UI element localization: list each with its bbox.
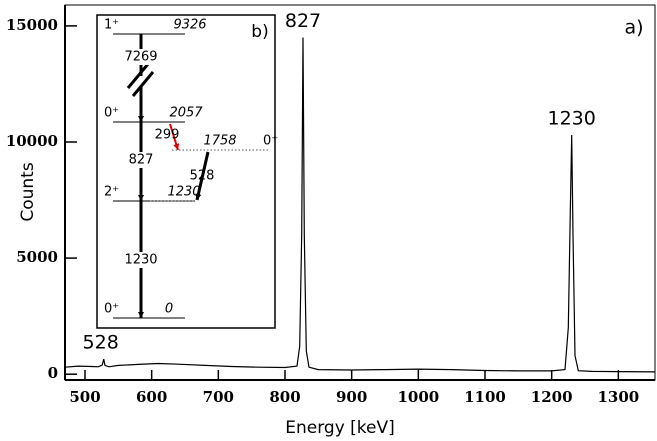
- x-axis-label: Energy [keV]: [285, 418, 395, 438]
- y-axis-label: Counts: [18, 162, 38, 221]
- transition-label: 1230: [124, 253, 157, 268]
- label-bg: [124, 152, 158, 168]
- x-tick-label: 900: [336, 388, 367, 406]
- y-tick-label: 10000: [6, 132, 58, 150]
- y-tick-label: 5000: [16, 248, 58, 266]
- transition-label: 7269: [124, 50, 157, 65]
- inset-frame: [96, 14, 276, 329]
- x-tick-label: 500: [69, 388, 100, 406]
- x-tick-label: 1200: [531, 388, 573, 406]
- spectrum-line: [64, 37, 656, 373]
- level-spin: 0⁺: [104, 302, 119, 317]
- level-spin: 2⁺: [104, 185, 119, 200]
- break-mark: [131, 71, 155, 97]
- level-energy: 1758: [203, 134, 236, 149]
- transition-arrow-head: [195, 193, 202, 200]
- transition-label: 299: [155, 128, 180, 143]
- panel-label: a): [624, 17, 643, 39]
- x-tick-label: 1000: [397, 388, 439, 406]
- x-tick-label: 1100: [464, 388, 506, 406]
- level-spin: 0⁺: [104, 106, 119, 121]
- level-energy: 0: [165, 302, 173, 317]
- level-spin: 1⁺: [104, 18, 119, 33]
- x-tick-label: 700: [203, 388, 234, 406]
- inset-label: b): [251, 22, 268, 42]
- peak-label: 528: [83, 332, 119, 354]
- x-tick-label: 800: [269, 388, 300, 406]
- transition-arrow-head: [138, 195, 144, 201]
- level-energy: 2057: [169, 106, 203, 121]
- y-tick-label: 0: [48, 364, 58, 382]
- level-energy: 1230: [167, 185, 200, 200]
- level-energy: 9326: [173, 18, 206, 33]
- label-bg: [124, 252, 158, 268]
- x-tick-label: 1300: [597, 388, 639, 406]
- transition-arrow-head: [138, 116, 144, 122]
- transition-arrow: [195, 151, 210, 201]
- peak-label: 1230: [547, 108, 595, 130]
- label-bg: [124, 49, 158, 65]
- level-spin: 0⁺: [263, 134, 278, 149]
- transition-arrow-head: [138, 312, 144, 318]
- x-tick-label: 600: [136, 388, 167, 406]
- peak-label: 827: [285, 10, 321, 32]
- y-tick-label: 15000: [6, 16, 58, 34]
- break-mark: [126, 63, 150, 89]
- transition-arrow-head: [173, 143, 180, 150]
- transition-label: 528: [190, 169, 215, 184]
- transition-label: 827: [129, 153, 154, 168]
